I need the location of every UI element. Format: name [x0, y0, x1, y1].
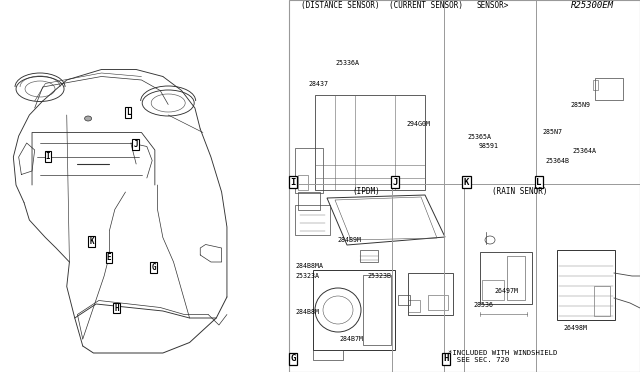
Text: 285N9: 285N9 — [571, 102, 591, 108]
Text: E: E — [106, 253, 111, 262]
Text: 98591: 98591 — [479, 143, 499, 149]
Bar — [594, 286, 610, 316]
Bar — [482, 280, 504, 300]
Bar — [298, 192, 320, 210]
Bar — [428, 295, 448, 310]
Text: 285N7: 285N7 — [542, 129, 562, 135]
Bar — [408, 273, 453, 315]
Text: 25336A: 25336A — [335, 60, 360, 66]
Bar — [315, 95, 425, 190]
Text: H: H — [444, 355, 449, 363]
Bar — [408, 300, 420, 312]
Text: 284B8MA: 284B8MA — [296, 263, 324, 269]
Bar — [557, 250, 615, 320]
Text: 26498M: 26498M — [563, 325, 588, 331]
Text: L: L — [125, 108, 131, 117]
Text: 28437: 28437 — [308, 81, 328, 87]
Text: G: G — [291, 355, 296, 363]
Text: <FR CTR AIRBAG
SENSOR>: <FR CTR AIRBAG SENSOR> — [460, 0, 525, 10]
Bar — [398, 295, 410, 305]
Text: G: G — [151, 263, 156, 272]
Bar — [360, 250, 378, 262]
Ellipse shape — [84, 116, 92, 121]
Text: L: L — [536, 178, 541, 187]
Text: 28536: 28536 — [474, 302, 493, 308]
Text: K: K — [464, 178, 469, 187]
Bar — [313, 270, 395, 350]
Text: 284B9M: 284B9M — [338, 237, 362, 243]
Bar — [595, 78, 623, 100]
Text: 25364B: 25364B — [545, 158, 570, 164]
Text: J: J — [133, 140, 138, 149]
Text: J: J — [392, 178, 397, 187]
Bar — [363, 275, 391, 345]
Text: 25323B: 25323B — [367, 273, 391, 279]
Bar — [313, 350, 343, 360]
Bar — [289, 0, 640, 372]
Text: (IPDM): (IPDM) — [352, 187, 380, 196]
Text: 25364A: 25364A — [572, 148, 596, 154]
Text: 25323A: 25323A — [296, 273, 320, 279]
Bar — [593, 80, 598, 90]
Text: I: I — [45, 152, 51, 161]
Text: (DISTANCE SENSOR): (DISTANCE SENSOR) — [301, 1, 380, 10]
Bar — [507, 256, 525, 300]
Text: 284B7M: 284B7M — [339, 336, 364, 341]
Text: H: H — [114, 304, 119, 312]
Text: 284B8M: 284B8M — [296, 310, 320, 315]
Text: 294G0M: 294G0M — [406, 121, 430, 126]
Text: (CURRENT SENSOR): (CURRENT SENSOR) — [388, 1, 463, 10]
Bar — [295, 205, 330, 235]
Bar — [295, 148, 323, 193]
Text: 26497M: 26497M — [494, 288, 518, 294]
Bar — [480, 252, 532, 304]
Text: (RAIN SENOR): (RAIN SENOR) — [492, 187, 547, 196]
Text: R25300EM: R25300EM — [572, 1, 614, 10]
Text: *INCLUDED WITH WINDSHIELD
  SEE SEC. 720: *INCLUDED WITH WINDSHIELD SEE SEC. 720 — [448, 350, 557, 363]
Text: I: I — [291, 178, 296, 187]
Text: 25365A: 25365A — [467, 134, 492, 140]
Text: K: K — [89, 237, 94, 246]
Bar — [298, 175, 308, 190]
